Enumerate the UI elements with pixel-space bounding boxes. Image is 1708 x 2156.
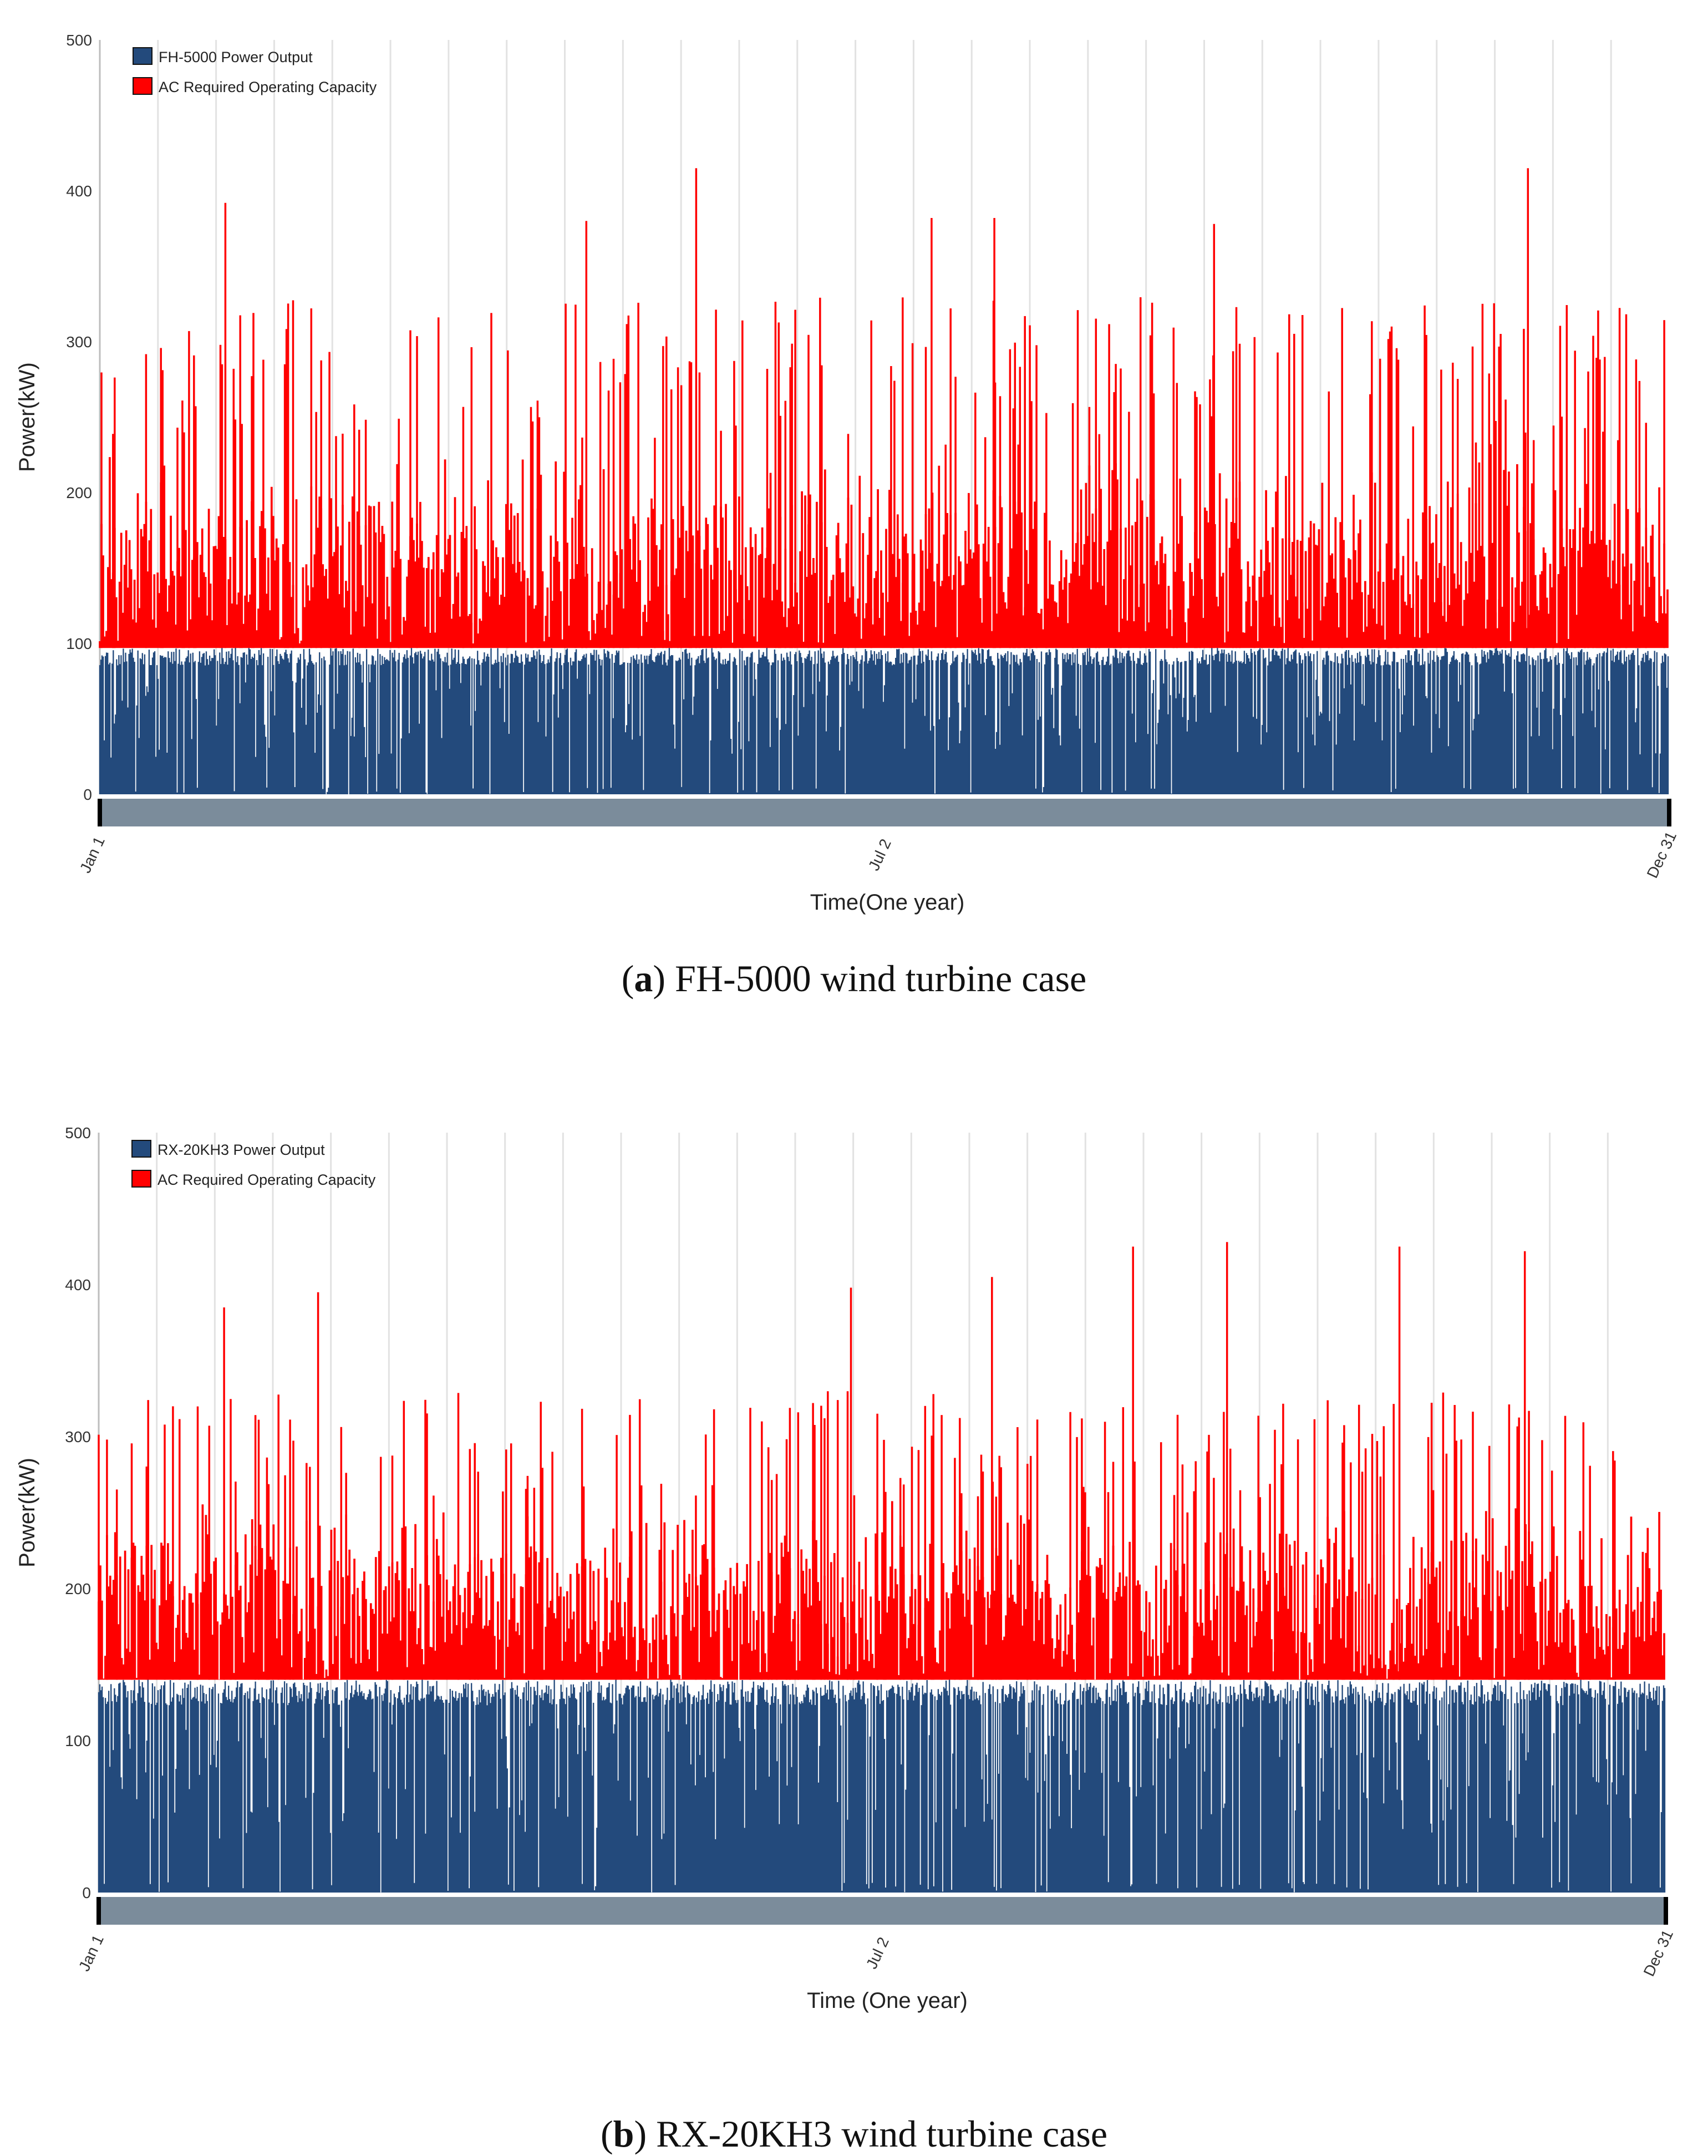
y-tick-label: 500 <box>65 1124 91 1142</box>
caption-b-text: ) RX-20KH3 wind turbine case <box>634 2113 1108 2155</box>
caption-a: (a) FH-5000 wind turbine case <box>0 957 1708 1001</box>
y-tick-label: 300 <box>66 333 92 351</box>
y-tick-label: 500 <box>66 32 92 49</box>
caption-a-text: ) FH-5000 wind turbine case <box>653 957 1087 1000</box>
x-tick-label: Jul 2 <box>865 836 894 874</box>
legend-swatch <box>131 1140 151 1158</box>
time-scrollbar <box>99 1897 1666 1925</box>
caption-a-letter: a <box>634 957 653 1000</box>
legend-label: RX-20KH3 Power Output <box>157 1142 325 1158</box>
chart-a-svg: 0 100 200 300 400 500 Power(kW) Jan 1 Jul 2 Dec 3… <box>15 32 1680 915</box>
legend: RX-20KH3 Power Output AC Required Operati… <box>131 1140 376 1188</box>
x-tick-label: Jan 1 <box>77 834 108 875</box>
ac-spikes <box>100 168 1665 648</box>
legend-swatch <box>131 1170 151 1188</box>
x-tick-label: Jul 2 <box>863 1935 892 1972</box>
y-tick-label: 100 <box>66 635 92 652</box>
y-axis-title: Power(kW) <box>15 362 39 472</box>
y-tick-label: 200 <box>65 1580 91 1597</box>
scrollbar-right-handle <box>1664 1897 1668 1925</box>
y-tick-label: 0 <box>82 1884 91 1901</box>
legend-label: FH-5000 Power Output <box>159 49 313 65</box>
chart-panel-a: 0 100 200 300 400 500 Power(kW) Jan 1 Jul 2 Dec 3… <box>0 0 1708 987</box>
x-axis-title: Time(One year) <box>810 890 965 915</box>
legend-swatch <box>133 77 152 95</box>
caption-b: (b) RX-20KH3 wind turbine case <box>0 2112 1708 2156</box>
y-tick-label: 300 <box>65 1428 91 1445</box>
series-a-power-output <box>99 648 1669 794</box>
y-tick-label: 0 <box>83 786 92 803</box>
legend-label: AC Required Operating Capacity <box>159 79 377 95</box>
y-axis-title: Power(kW) <box>15 1458 39 1567</box>
series-b-power-output <box>98 1680 1666 1893</box>
series-a-ac-required <box>99 168 1669 648</box>
scrollbar-right-handle <box>1667 799 1671 826</box>
x-axis-title: Time (One year) <box>807 1988 968 2013</box>
power-output-bars <box>98 1680 1666 1893</box>
ac-band <box>98 1501 1665 1680</box>
x-tick-label: Dec 31 <box>1644 829 1680 881</box>
y-tick-label: 100 <box>65 1732 91 1749</box>
ac-band <box>99 457 1669 648</box>
y-tick-label: 400 <box>66 182 92 200</box>
y-tick-label: 200 <box>66 484 92 501</box>
legend-swatch <box>133 47 152 65</box>
caption-b-letter: b <box>613 2113 634 2155</box>
scrollbar-left-handle <box>96 1897 101 1925</box>
legend: FH-5000 Power Output AC Required Operatin… <box>133 47 377 95</box>
chart-b-svg: 0 100 200 300 400 500 Power(kW) Jan 1 Jul 2 Dec 3… <box>15 1124 1677 2013</box>
y-tick-label: 400 <box>65 1276 91 1293</box>
caption-b-open: ( <box>600 2113 613 2155</box>
x-tick-label: Jan 1 <box>75 1932 107 1974</box>
chart-panel-b: 0 100 200 300 400 500 Power(kW) Jan 1 Jul 2 Dec 3… <box>0 1098 1708 2135</box>
caption-a-open: ( <box>621 957 634 1000</box>
time-scrollbar <box>100 799 1669 826</box>
legend-label: AC Required Operating Capacity <box>157 1171 376 1188</box>
scrollbar-left-handle <box>98 799 102 826</box>
ac-spikes <box>98 1242 1616 1680</box>
x-tick-label: Dec 31 <box>1640 1927 1677 1979</box>
series-b-ac-required <box>98 1242 1665 1680</box>
power-output-bars <box>99 648 1669 794</box>
